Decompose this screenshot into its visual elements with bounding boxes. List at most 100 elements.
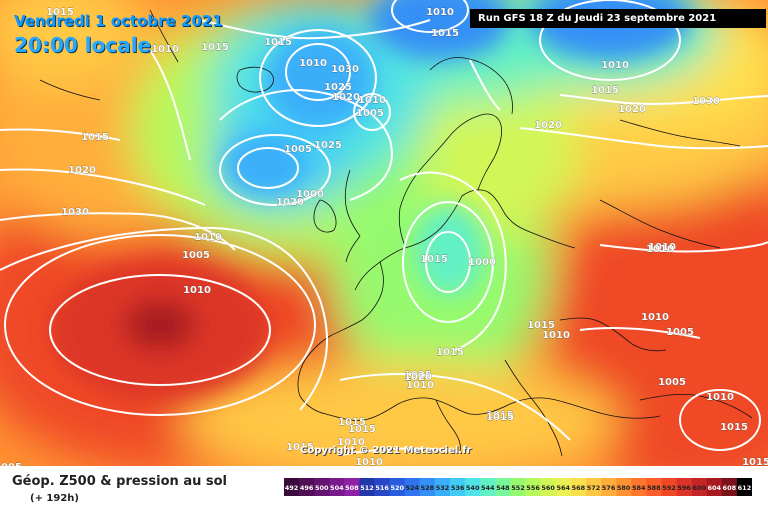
legend-value: 532	[436, 484, 450, 492]
legend-swatch: 572	[585, 478, 602, 496]
legend-value: 544	[481, 484, 495, 492]
legend-swatch: 504	[329, 478, 345, 496]
pressure-label: 1025	[314, 140, 342, 151]
legend-swatch: 548	[495, 478, 511, 496]
coastlines	[39, 9, 753, 457]
legend-swatch: 560	[540, 478, 557, 496]
legend-swatch: 596	[676, 478, 692, 496]
legend-swatch: 580	[616, 478, 632, 496]
legend-value: 528	[421, 484, 435, 492]
pressure-label: 1015	[591, 85, 619, 96]
pressure-label: 1005	[666, 327, 694, 338]
pressure-label: 1010	[355, 457, 383, 466]
pressure-label: 1015	[742, 457, 768, 466]
legend-swatch: 524	[404, 478, 421, 496]
pressure-label: 1010	[299, 58, 327, 69]
pressure-label: 1030	[331, 64, 359, 75]
pressure-label: 1015	[264, 37, 292, 48]
pressure-label: 1015	[436, 347, 464, 358]
legend-value: 552	[511, 484, 525, 492]
pressure-label: 1015	[420, 254, 448, 265]
legend-swatch: 568	[570, 478, 587, 496]
pressure-label: 1015	[46, 7, 74, 18]
pressure-label: 1015	[720, 422, 748, 433]
legend-swatch: 588	[646, 478, 662, 496]
legend-swatch: 604	[706, 478, 723, 496]
pressure-label: 1015	[338, 417, 366, 428]
isobar-lines	[0, 0, 768, 456]
legend-swatch: 564	[555, 478, 572, 496]
pressure-label: 1010	[601, 60, 629, 71]
legend-value: 556	[526, 484, 540, 492]
legend-value: 564	[557, 484, 571, 492]
legend-swatch: 600	[691, 478, 708, 496]
pressure-label: 1015	[286, 442, 314, 453]
pressure-label: 1015	[431, 28, 459, 39]
pressure-label: 1020	[332, 92, 360, 103]
pressure-label: 1010	[183, 285, 211, 296]
legend-value: 584	[632, 484, 646, 492]
pressure-label: 1015	[201, 42, 229, 53]
legend-value: 516	[375, 484, 389, 492]
pressure-label: 1025	[324, 82, 352, 93]
pressure-label: 1025	[404, 370, 432, 381]
legend-swatch: 500	[314, 478, 330, 496]
pressure-label: 1010	[358, 95, 386, 106]
legend-swatch: 544	[480, 478, 496, 496]
pressure-label: 1020	[276, 197, 304, 208]
pressure-label: 1010	[426, 7, 454, 18]
legend-value: 496	[300, 484, 314, 492]
pressure-label: 1010	[406, 380, 434, 391]
legend-value: 572	[587, 484, 601, 492]
legend-swatch: 520	[389, 478, 406, 496]
pressure-label: 1000	[468, 257, 496, 268]
legend-value: 596	[677, 484, 691, 492]
legend-value: 536	[451, 484, 465, 492]
color-scale: 492 496 500 504 508 512 516 520 524 528 532 536 540 5…	[284, 478, 752, 496]
pressure-label: 1005	[182, 250, 210, 261]
legend-footer: Géop. Z500 & pression au sol (+ 192h) 49…	[0, 466, 768, 512]
pressure-label: 1005	[356, 108, 384, 119]
pressure-label: 1030	[61, 207, 89, 218]
legend-swatch: 516	[374, 478, 390, 496]
pressure-label: 1010	[648, 242, 676, 253]
pressure-label: 1010	[194, 232, 222, 243]
legend-swatch: 552	[510, 478, 526, 496]
legend-value: 604	[707, 484, 721, 492]
legend-value: 548	[496, 484, 510, 492]
legend-value: 600	[692, 484, 706, 492]
legend-value: 560	[541, 484, 555, 492]
pressure-label: 1005	[0, 462, 22, 466]
legend-swatch: 612	[736, 478, 752, 496]
pressure-label: 1010	[337, 437, 365, 448]
pressure-label: 1030	[692, 96, 720, 107]
legend-value: 500	[315, 484, 329, 492]
legend-swatch: 492	[284, 478, 300, 496]
pressure-label: 1015	[527, 320, 555, 331]
legend-subtitle: (+ 192h)	[30, 493, 79, 504]
legend-title: Géop. Z500 & pression au sol	[12, 474, 227, 489]
pressure-label: 1010	[151, 44, 179, 55]
forecast-time: 20:00 locale	[14, 33, 151, 57]
pressure-label: 1010	[542, 330, 570, 341]
legend-swatch: 556	[525, 478, 541, 496]
pressure-label: 1015	[486, 410, 514, 421]
legend-value: 612	[738, 484, 752, 492]
pressure-label: 1020	[404, 372, 432, 383]
legend-value: 540	[466, 484, 480, 492]
legend-value: 588	[647, 484, 661, 492]
legend-value: 520	[390, 484, 404, 492]
pressure-label: 1020	[68, 165, 96, 176]
pressure-label: 1010	[646, 244, 674, 255]
legend-swatch: 512	[359, 478, 375, 496]
legend-swatch: 528	[419, 478, 436, 496]
legend-value: 504	[330, 484, 344, 492]
pressure-label: 1015	[81, 132, 109, 143]
pressure-label: 1015	[348, 424, 376, 435]
legend-swatch: 608	[721, 478, 738, 496]
pressure-label: 1015	[486, 412, 514, 423]
legend-swatch: 540	[465, 478, 481, 496]
legend-value: 512	[360, 484, 374, 492]
